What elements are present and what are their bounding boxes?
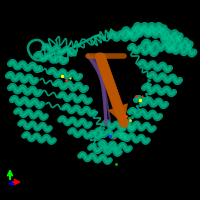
Polygon shape [95, 54, 127, 124]
